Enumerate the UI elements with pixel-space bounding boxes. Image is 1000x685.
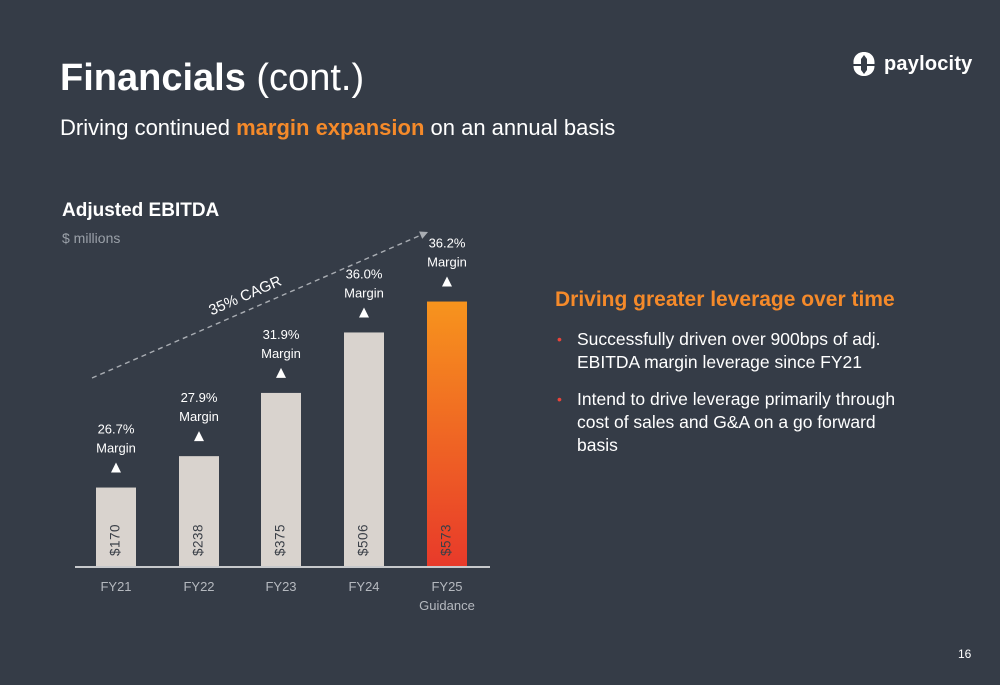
page-subtitle: Driving continued margin expansion on an… — [60, 114, 615, 142]
margin-up-triangle-icon — [359, 307, 369, 318]
margin-percent-label: 31.9% — [263, 327, 300, 342]
subtitle-highlight: margin expansion — [236, 115, 425, 140]
cagr-trend-line — [91, 231, 429, 379]
bar-value-label: $573 — [439, 524, 454, 556]
category-tick-label: FY25 — [431, 579, 462, 594]
category-sublabel: Guidance — [419, 598, 475, 613]
leverage-heading: Driving greater leverage over time — [555, 288, 895, 311]
bar-fy24 — [344, 332, 384, 566]
margin-up-triangle-icon — [194, 431, 204, 442]
margin-word-label: Margin — [261, 346, 301, 361]
bullet-dot-icon: • — [557, 391, 562, 407]
bullet-item: • Intend to drive leverage primarily thro… — [557, 388, 917, 457]
bar-fy25 — [427, 301, 467, 566]
margin-up-triangle-icon — [276, 367, 286, 378]
margin-word-label: Margin — [179, 409, 219, 424]
bullet-text: Intend to drive leverage primarily throu… — [577, 389, 896, 455]
category-tick-label: FY22 — [183, 579, 214, 594]
bullet-dot-icon: • — [557, 331, 562, 347]
paylocity-logo-icon — [853, 52, 875, 76]
paylocity-logo: paylocity — [852, 48, 973, 80]
margin-percent-label: 26.7% — [98, 422, 135, 437]
bullet-text: Successfully driven over 900bps of adj. … — [577, 329, 881, 372]
cagr-arrowhead-icon — [419, 231, 428, 239]
chart-unit: $ millions — [62, 230, 121, 246]
logo-wordmark: paylocity — [884, 52, 973, 75]
chart-title: Adjusted EBITDA — [62, 200, 220, 221]
page-title-bold: Financials — [60, 57, 246, 99]
category-tick-label: FY21 — [100, 579, 131, 594]
margin-percent-label: 36.2% — [429, 236, 466, 251]
bar-fy21 — [96, 487, 136, 566]
bar-fy23 — [261, 392, 301, 566]
margin-percent-label: 27.9% — [181, 390, 218, 405]
subtitle-post: on an annual basis — [424, 115, 616, 140]
margin-word-label: Margin — [427, 255, 467, 270]
category-tick-label: FY23 — [265, 579, 296, 594]
leverage-bullet-list: • Successfully driven over 900bps of adj.… — [557, 328, 917, 471]
bullet-item: • Successfully driven over 900bps of adj.… — [557, 328, 917, 374]
bar-value-label: $170 — [108, 524, 123, 556]
category-tick-label: FY24 — [348, 579, 379, 594]
bar-value-label: $375 — [273, 524, 288, 556]
ebitda-bar-chart: 35% CAGR$170Margin26.7%FY21$238Margin27.… — [75, 231, 490, 613]
bar-value-label: $506 — [356, 524, 371, 556]
bar-value-label: $238 — [191, 524, 206, 556]
margin-up-triangle-icon — [111, 462, 121, 473]
margin-percent-label: 36.0% — [346, 266, 383, 281]
subtitle-pre: Driving continued — [60, 115, 237, 140]
margin-up-triangle-icon — [442, 276, 452, 287]
margin-word-label: Margin — [344, 285, 384, 300]
page-title-rest: (cont.) — [245, 57, 365, 99]
bar-fy22 — [179, 456, 219, 566]
page-title: Financials (cont.) — [60, 56, 364, 100]
page-number: 16 — [958, 647, 972, 661]
margin-word-label: Margin — [96, 441, 136, 456]
